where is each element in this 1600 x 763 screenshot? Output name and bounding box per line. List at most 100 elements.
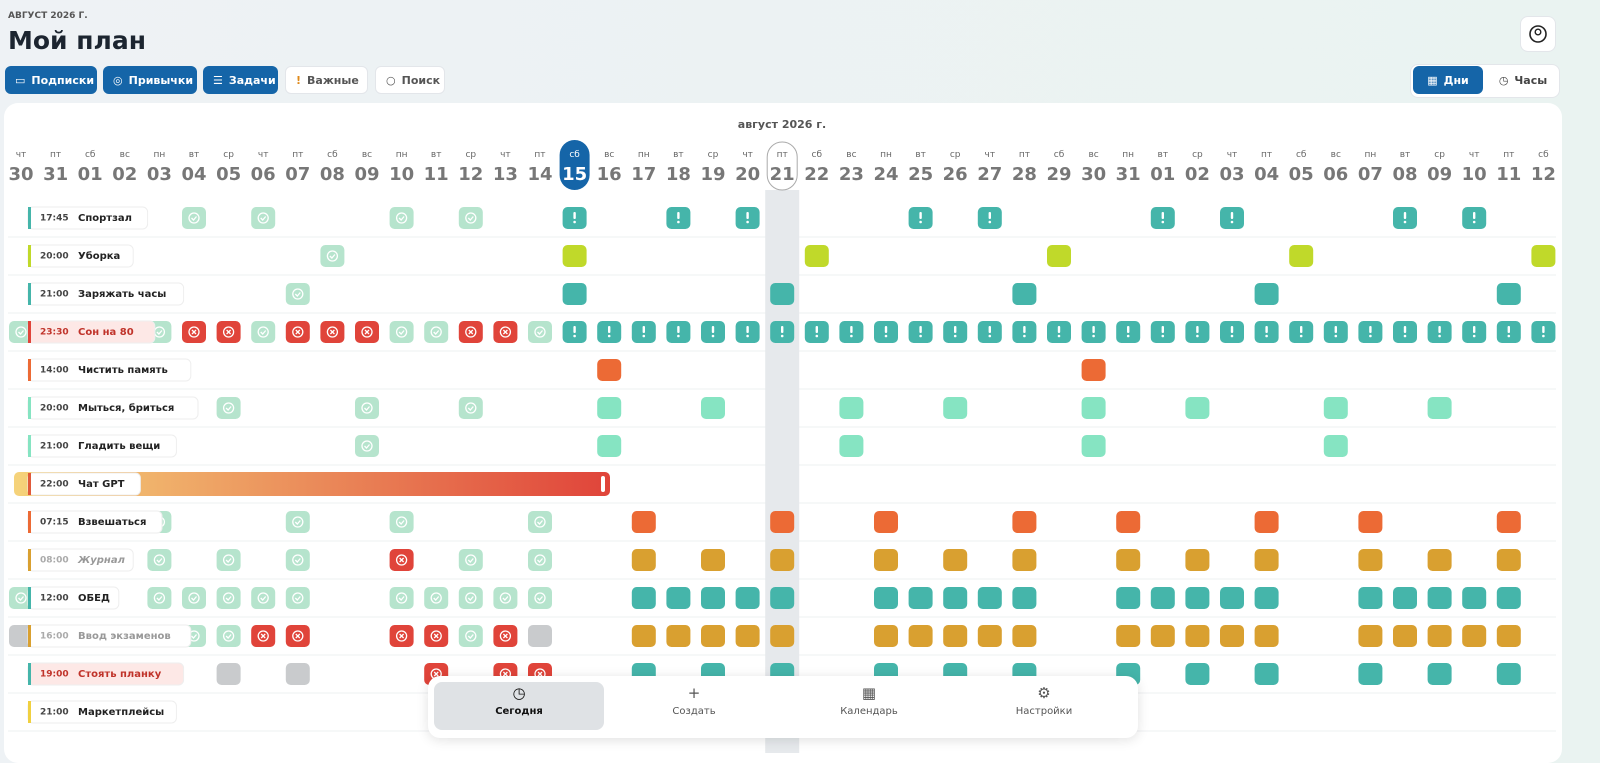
important-icon [1472,220,1476,224]
tasks-button[interactable]: ☰ Задачи [203,66,278,94]
check-icon [537,558,543,563]
check-icon [188,592,200,604]
nav-item[interactable]: ▦ Календарь [784,684,954,717]
important-icon [1092,326,1095,333]
nav-item[interactable]: + Создать [609,684,779,717]
search-button[interactable]: ○ Поиск [375,66,445,94]
nav-item[interactable]: ◷ Сегодня [434,684,604,717]
cell [770,283,795,305]
day-number: 31 [1116,164,1141,185]
cell [528,511,552,533]
toggle-label: Часы [1514,73,1548,87]
weekday: ср [1434,150,1445,160]
nav-item[interactable]: ⚙ Настройки [959,684,1129,717]
day-number: 26 [943,164,968,185]
cell [874,511,898,533]
check-icon [225,406,232,411]
weekday: ср [708,150,719,160]
weekday: ср [1192,150,1203,160]
cell [977,587,1002,609]
weekday: вс [604,150,614,160]
check-icon [153,592,166,604]
check-icon [222,402,235,414]
cell [458,207,483,229]
cell [147,587,172,609]
check-icon [191,216,197,221]
cell [424,321,449,343]
fail-icon [191,329,197,335]
habit-name: Стоять планку [78,669,162,680]
month-label: АВГУСТ 2026 Г. [8,11,88,21]
nav-icon: ◷ [512,684,526,702]
weekday: вт [1158,150,1169,160]
cell [735,625,760,647]
important-icon [573,212,576,219]
day-number: 21 [770,164,795,185]
cell [1116,511,1141,533]
check-icon [294,558,301,563]
button-label: Задачи [228,73,276,87]
cell [1185,663,1210,685]
check-icon [398,520,405,525]
weekday: вт [431,150,442,160]
cell [216,549,241,571]
check-icon [294,292,301,297]
habit-accent [28,663,31,685]
habit-name: Маркетплейсы [78,707,164,718]
important-icon [1196,334,1199,338]
cell [216,397,241,419]
cell [874,625,898,647]
habit-name: Гладить вещи [78,441,160,452]
cell [1358,663,1383,685]
subscriptions-button[interactable]: ▭ Подписки [5,66,97,94]
profile-button[interactable] [1520,16,1556,52]
fail-icon [361,326,373,338]
check-icon [537,330,543,335]
important-icon [988,334,992,338]
fail-icon [222,326,235,338]
important-icon [954,326,957,333]
check-icon [361,440,373,452]
check-icon [292,554,304,566]
check-icon [398,596,405,601]
important-icon [1334,326,1337,333]
weekday: вс [362,150,372,160]
habit-time: 14:00 [40,366,69,376]
day-number: 10 [1462,164,1487,185]
cell [770,511,795,533]
important-icon [1369,326,1372,333]
hours-toggle[interactable]: ◷ Часы [1498,73,1548,87]
check-icon [191,596,197,601]
weekday: ср [950,150,961,160]
day-number: 14 [527,164,552,185]
habits-button[interactable]: ◎ Привычки [103,66,197,94]
day-number: 05 [216,164,241,185]
day-number: 22 [804,164,829,185]
important-icon [677,334,680,338]
cell [528,321,552,343]
important-icon [1265,326,1268,333]
fail-icon [364,329,370,335]
day-number: 23 [839,164,864,185]
calendar-grid: август 2026 г. чт 30 пт 31 сб 01 вс 02 пн 03 вт 04 с… [8,118,1556,753]
cell [182,587,206,609]
weekday: сб [85,150,96,160]
fail-icon [295,633,301,639]
habit-time: 08:00 [40,556,69,566]
cell [631,587,656,609]
day-number: 12 [458,164,483,185]
nav-icon: ⚙ [1037,684,1051,702]
habit-time: 20:00 [40,404,69,414]
cell [389,511,414,533]
days-toggle[interactable]: ▦ Дни [1413,66,1483,94]
important-button[interactable]: ! Важные [285,66,368,94]
check-icon [433,596,440,601]
cell [1081,397,1106,419]
check-icon [225,558,232,563]
important-icon [815,334,819,338]
cell [1116,625,1141,647]
check-icon [465,554,477,566]
cell [1496,549,1521,571]
habit-accent [28,625,31,647]
cell [1358,625,1383,647]
